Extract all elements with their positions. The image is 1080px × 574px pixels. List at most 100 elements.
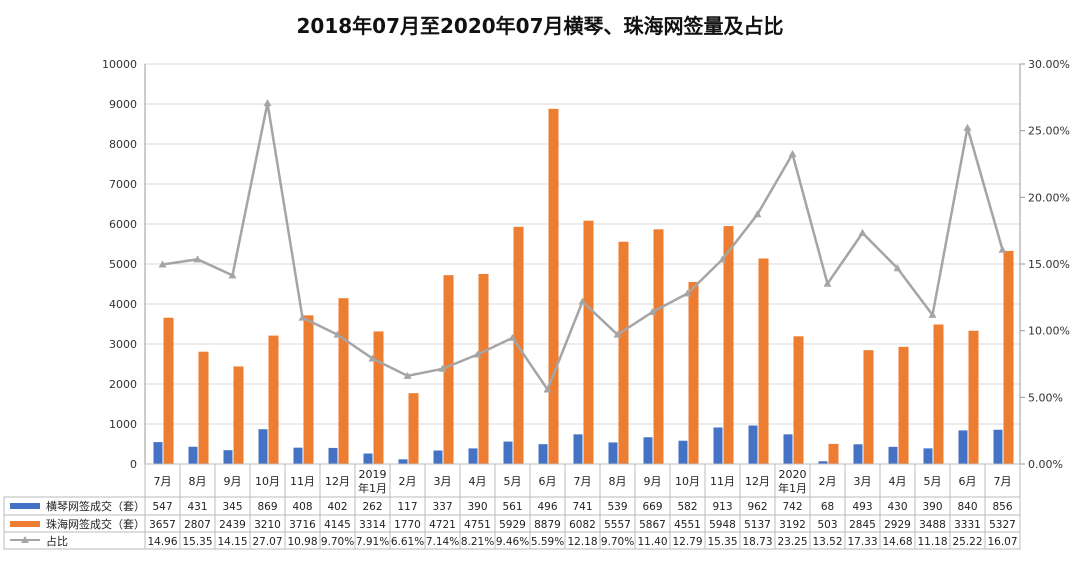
table-cell: 390 bbox=[467, 501, 487, 513]
bar-hengqin bbox=[503, 441, 513, 464]
x-tick-label: 11月 bbox=[710, 475, 735, 488]
table-cell: 4721 bbox=[429, 519, 456, 531]
table-cell: 3488 bbox=[919, 519, 946, 531]
bar-zhuhai bbox=[723, 226, 734, 464]
table-cell: 3314 bbox=[359, 519, 386, 531]
table-cell: 14.96 bbox=[147, 536, 177, 548]
ratio-marker bbox=[858, 228, 867, 236]
table-cell: 11.18 bbox=[917, 536, 947, 548]
y-tick-label: 5000 bbox=[109, 258, 137, 271]
bar-hengqin bbox=[258, 429, 268, 464]
table-cell: 7.14% bbox=[426, 536, 459, 548]
legend-label: 占比 bbox=[46, 534, 68, 548]
bar-zhuhai bbox=[198, 351, 209, 464]
bar-zhuhai bbox=[233, 366, 244, 464]
bar-hengqin bbox=[748, 425, 758, 464]
table-cell: 4751 bbox=[464, 519, 491, 531]
table-cell: 5137 bbox=[744, 519, 771, 531]
legend-label: 横琴网签成交（套） bbox=[46, 499, 145, 513]
table-cell: 3210 bbox=[254, 519, 281, 531]
table-cell: 3331 bbox=[954, 519, 981, 531]
bar-zhuhai bbox=[478, 273, 489, 464]
bar-hengqin bbox=[643, 437, 653, 464]
table-cell: 962 bbox=[747, 501, 767, 513]
y-tick-label: 0 bbox=[130, 458, 137, 471]
bar-hengqin bbox=[328, 447, 338, 464]
table-cell: 503 bbox=[817, 519, 837, 531]
table-cell: 2439 bbox=[219, 519, 246, 531]
table-cell: 6.61% bbox=[391, 536, 424, 548]
y2-tick-label: 0.00% bbox=[1028, 458, 1063, 471]
ratio-marker bbox=[753, 210, 762, 218]
bar-hengqin bbox=[188, 446, 198, 464]
x-tick-label: 6月 bbox=[539, 475, 557, 488]
bar-zhuhai bbox=[268, 335, 279, 464]
x-tick-label: 3月 bbox=[434, 475, 452, 488]
ratio-marker bbox=[718, 255, 727, 263]
x-tick-label: 2月 bbox=[819, 475, 837, 488]
table-cell: 9.70% bbox=[321, 536, 354, 548]
bar-hengqin bbox=[608, 442, 618, 464]
table-cell: 3657 bbox=[149, 519, 176, 531]
table-cell: 742 bbox=[782, 501, 802, 513]
ratio-marker bbox=[263, 99, 272, 107]
x-tick-label: 10月 bbox=[255, 475, 280, 488]
table-cell: 431 bbox=[187, 501, 207, 513]
bar-zhuhai bbox=[443, 275, 454, 464]
bar-zhuhai bbox=[758, 258, 769, 464]
bar-zhuhai bbox=[163, 317, 174, 464]
table-cell: 408 bbox=[292, 501, 312, 513]
bar-zhuhai bbox=[618, 241, 629, 464]
ratio-marker bbox=[788, 150, 797, 157]
y-tick-label: 3000 bbox=[109, 338, 137, 351]
y2-tick-label: 15.00% bbox=[1028, 258, 1070, 271]
x-tick-label: 7月 bbox=[574, 475, 592, 488]
table-cell: 669 bbox=[642, 501, 662, 513]
table-cell: 539 bbox=[607, 501, 627, 513]
x-tick-label: 11月 bbox=[290, 475, 315, 488]
bar-zhuhai bbox=[548, 108, 559, 464]
bar-hengqin bbox=[783, 434, 793, 464]
table-cell: 2929 bbox=[884, 519, 911, 531]
y2-tick-label: 20.00% bbox=[1028, 191, 1070, 204]
y-tick-label: 9000 bbox=[109, 98, 137, 111]
y-tick-label: 8000 bbox=[109, 138, 137, 151]
table-cell: 337 bbox=[432, 501, 452, 513]
x-tick-label: 7月 bbox=[154, 475, 172, 488]
table-cell: 27.07 bbox=[252, 536, 282, 548]
x-tick-label: 8月 bbox=[609, 475, 627, 488]
table-cell: 11.40 bbox=[637, 536, 667, 548]
ratio-marker bbox=[683, 289, 692, 297]
bar-hengqin bbox=[713, 427, 723, 464]
y-tick-label: 7000 bbox=[109, 178, 137, 191]
bar-zhuhai bbox=[338, 298, 349, 464]
chart-title: 2018年07月至2020年07月横琴、珠海网签量及占比 bbox=[296, 14, 784, 38]
bar-zhuhai bbox=[933, 324, 944, 464]
ratio-marker bbox=[508, 333, 517, 341]
bar-hengqin bbox=[923, 448, 933, 464]
bar-hengqin bbox=[223, 450, 233, 464]
table-cell: 402 bbox=[327, 501, 347, 513]
table-cell: 6082 bbox=[569, 519, 596, 531]
x-tick-label: 4月 bbox=[469, 475, 487, 488]
table-cell: 913 bbox=[712, 501, 732, 513]
y-tick-label: 1000 bbox=[109, 418, 137, 431]
table-cell: 7.91% bbox=[356, 536, 389, 548]
x-tick-label: 2月 bbox=[399, 475, 417, 488]
legend-swatch-zhuhai bbox=[10, 521, 40, 527]
y-tick-label: 4000 bbox=[109, 298, 137, 311]
bar-zhuhai bbox=[408, 393, 419, 464]
x-tick-label: 9月 bbox=[644, 475, 662, 488]
x-tick-label: 7月 bbox=[994, 475, 1012, 488]
bar-hengqin bbox=[888, 446, 898, 464]
ratio-marker bbox=[438, 364, 447, 372]
ratio-marker bbox=[928, 310, 937, 318]
ratio-marker bbox=[578, 297, 587, 305]
ratio-marker bbox=[158, 260, 167, 268]
table-cell: 493 bbox=[852, 501, 872, 513]
bar-hengqin bbox=[468, 448, 478, 464]
table-cell: 13.52 bbox=[812, 536, 842, 548]
ratio-marker bbox=[228, 271, 237, 279]
ratio-marker bbox=[963, 123, 972, 131]
